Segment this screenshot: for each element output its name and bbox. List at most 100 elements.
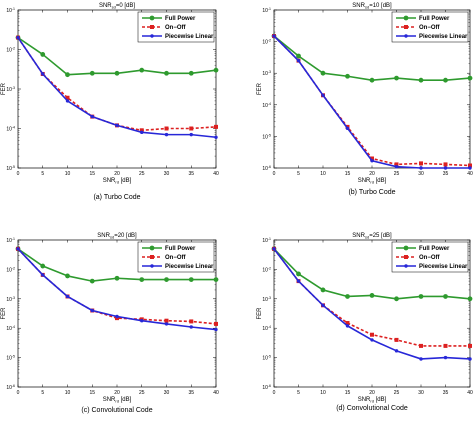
x-tick-label: 40 — [213, 171, 219, 177]
x-tick-label: 20 — [114, 171, 120, 177]
y-tick-base: 10 — [6, 326, 12, 332]
data-point — [443, 355, 448, 360]
data-point — [115, 123, 119, 128]
y-tick-label: 10-1 — [262, 7, 271, 14]
data-point — [41, 72, 45, 76]
x-tick-label: 15 — [345, 390, 351, 396]
data-point — [164, 318, 169, 323]
x-axis-label: SNRrd [dB] — [103, 178, 132, 185]
y-tick-label: 10-5 — [262, 355, 271, 362]
data-point — [214, 124, 218, 129]
x-tick-label: 0 — [17, 171, 20, 177]
data-point — [214, 135, 218, 139]
data-point — [345, 73, 350, 79]
y-tick-exponent: -5 — [268, 355, 271, 359]
x-tick-label: 10 — [65, 390, 71, 396]
data-point — [188, 70, 194, 76]
y-tick-label: 10-4 — [262, 102, 271, 109]
x-tick-label: 0 — [17, 390, 20, 396]
data-point — [164, 70, 169, 76]
x-tick-label: 25 — [394, 390, 400, 396]
y-tick-exponent: -2 — [12, 266, 15, 270]
y-tick-exponent: -4 — [268, 325, 271, 329]
chart-title: SNRsd=20 [dB] — [97, 233, 137, 240]
y-tick-exponent: -4 — [268, 102, 271, 106]
data-point — [443, 294, 448, 299]
y-tick-label: 10-2 — [262, 266, 271, 273]
y-tick-base: 10 — [262, 8, 268, 14]
y-tick-label: 10-1 — [262, 237, 271, 244]
data-point — [345, 126, 350, 131]
y-tick-exponent: -2 — [268, 266, 271, 270]
data-point — [468, 166, 472, 170]
figure-caption: (a) Turbo Code — [93, 194, 140, 201]
legend-label: Full Power — [165, 246, 196, 252]
y-tick-base: 10 — [262, 297, 268, 303]
y-tick-base: 10 — [262, 40, 268, 46]
y-tick-label: 10-1 — [6, 237, 15, 244]
data-point — [321, 93, 325, 97]
legend-marker — [150, 34, 154, 38]
y-axis-label: FER — [1, 307, 7, 320]
y-tick-base: 10 — [262, 134, 268, 140]
data-point — [41, 273, 45, 277]
data-point — [139, 67, 145, 73]
y-tick-base: 10 — [262, 71, 268, 77]
legend-marker — [149, 245, 155, 251]
x-tick-label: 35 — [443, 390, 449, 396]
y-tick-base: 10 — [6, 356, 12, 362]
x-tick-label: 35 — [443, 171, 449, 177]
figure-caption: (c) Convolutional Code — [81, 407, 152, 414]
y-tick-base: 10 — [6, 127, 12, 133]
y-tick-label: 10-6 — [262, 384, 271, 391]
y-tick-base: 10 — [262, 356, 268, 362]
data-point — [320, 70, 326, 76]
data-point — [394, 337, 399, 342]
data-point — [370, 332, 374, 337]
legend-marker — [150, 264, 154, 268]
y-tick-base: 10 — [6, 48, 12, 54]
series-line-piecewise-linear — [17, 37, 217, 139]
legend-marker — [403, 15, 409, 21]
chart-panel-4: 0 5 10 15 20 25 30 35 4010-110-210-310-410-510-6… — [257, 233, 473, 412]
y-tick-exponent: -5 — [12, 355, 15, 359]
series-line-on-off — [17, 37, 217, 132]
y-tick-label: 10-3 — [262, 70, 271, 77]
legend: Full Power On−Off Piecewise Linear — [137, 11, 215, 43]
x-tick-label: 5 — [297, 171, 300, 177]
x-tick-label: 35 — [188, 390, 194, 396]
data-point — [65, 99, 70, 103]
y-tick-exponent: -6 — [268, 165, 271, 169]
data-point — [394, 162, 399, 167]
data-point — [65, 294, 70, 299]
x-tick-label: 25 — [139, 390, 145, 396]
data-point — [370, 338, 374, 342]
y-tick-exponent: -1 — [12, 7, 15, 11]
data-point — [139, 277, 145, 282]
data-point — [213, 67, 219, 73]
series-line-full-power — [273, 35, 471, 82]
data-point — [296, 53, 301, 59]
data-point — [345, 324, 350, 328]
data-point — [370, 156, 374, 161]
legend-marker — [404, 255, 408, 259]
x-tick-label: 30 — [164, 390, 170, 396]
series-line-on-off — [273, 35, 471, 167]
y-tick-label: 10-4 — [6, 325, 15, 332]
data-point — [214, 321, 218, 326]
y-tick-label: 10-5 — [6, 165, 15, 172]
y-tick-exponent: -1 — [268, 7, 271, 11]
y-tick-base: 10 — [6, 166, 12, 172]
y-tick-label: 10-6 — [6, 384, 15, 391]
data-point — [188, 277, 194, 282]
x-tick-label: 15 — [89, 171, 95, 177]
data-point — [89, 70, 95, 76]
x-tick-label: 20 — [114, 390, 120, 396]
data-point — [296, 271, 301, 277]
data-point — [115, 314, 119, 319]
x-tick-label: 25 — [394, 171, 400, 177]
x-tick-label: 30 — [164, 171, 170, 177]
x-tick-label: 40 — [467, 390, 473, 396]
data-point — [189, 126, 194, 131]
y-tick-base: 10 — [262, 103, 268, 109]
